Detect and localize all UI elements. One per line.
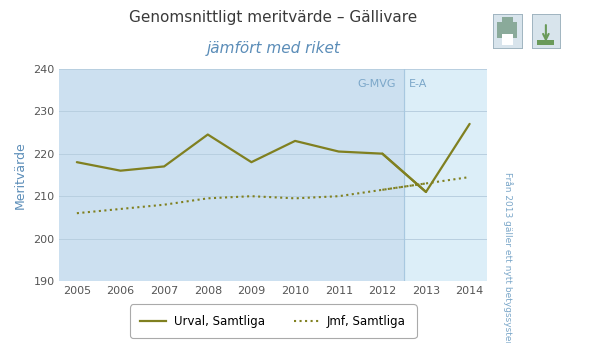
Text: Från 2013 gäller ett nytt betygssystem: Från 2013 gäller ett nytt betygssystem	[503, 172, 513, 343]
Y-axis label: Meritvärde: Meritvärde	[13, 141, 26, 209]
FancyBboxPatch shape	[501, 17, 513, 26]
FancyBboxPatch shape	[538, 40, 554, 45]
Text: jämfört med riket: jämfört med riket	[206, 41, 340, 56]
Legend: Urval, Samtliga, Jmf, Samtliga: Urval, Samtliga, Jmf, Samtliga	[135, 309, 412, 334]
Text: G-MVG: G-MVG	[357, 79, 396, 89]
Text: E-A: E-A	[409, 79, 427, 89]
FancyBboxPatch shape	[501, 34, 513, 45]
FancyBboxPatch shape	[497, 22, 517, 38]
Text: Genomsnittligt meritvärde – Gällivare: Genomsnittligt meritvärde – Gällivare	[129, 10, 418, 25]
Bar	[59, 69, 404, 281]
Bar	[404, 69, 487, 281]
